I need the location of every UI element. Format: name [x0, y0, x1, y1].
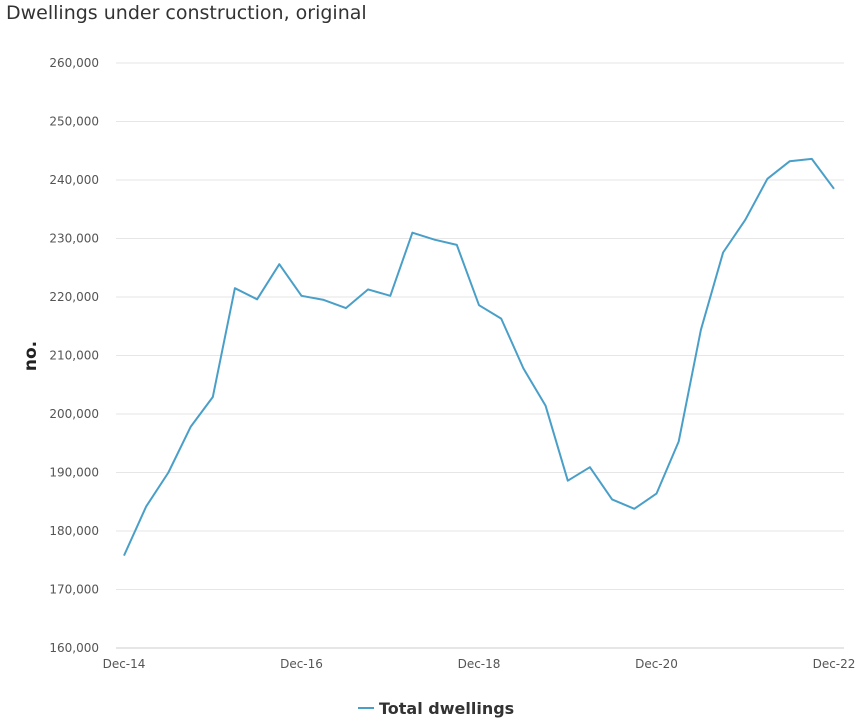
chart-title: Dwellings under construction, original: [6, 2, 367, 24]
y-tick-label: 170,000: [49, 583, 99, 597]
y-tick-label: 260,000: [49, 56, 99, 70]
y-axis-ticks: 160,000 170,000 180,000 190,000 200,000 210,0…: [49, 56, 99, 655]
legend-label-total-dwellings: Total dwellings: [379, 699, 514, 718]
y-tick-label: 160,000: [49, 641, 99, 655]
y-tick-label: 200,000: [49, 407, 99, 421]
x-tick-label: Dec-22: [813, 657, 856, 671]
x-tick-label: Dec-16: [280, 657, 323, 671]
series-line-total-dwellings[interactable]: [123, 157, 835, 557]
series-layer: [123, 157, 835, 557]
y-tick-label: 250,000: [49, 115, 99, 129]
legend[interactable]: Total dwellings: [358, 699, 514, 718]
y-tick-label: 190,000: [49, 466, 99, 480]
y-tick-label: 230,000: [49, 232, 99, 246]
y-tick-label: 210,000: [49, 349, 99, 363]
y-tick-label: 220,000: [49, 290, 99, 304]
x-tick-label: Dec-14: [103, 657, 146, 671]
x-tick-label: Dec-18: [458, 657, 501, 671]
x-tick-label: Dec-20: [635, 657, 678, 671]
x-axis-ticks: Dec-14 Dec-16 Dec-18 Dec-20 Dec-22: [103, 657, 856, 671]
y-tick-label: 240,000: [49, 173, 99, 187]
y-tick-label: 180,000: [49, 524, 99, 538]
y-axis-title: no.: [21, 341, 41, 371]
gridlines: [116, 62, 844, 649]
